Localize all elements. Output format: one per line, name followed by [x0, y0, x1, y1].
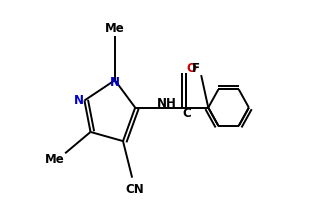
- Text: Me: Me: [105, 22, 125, 35]
- Text: NH: NH: [157, 97, 177, 109]
- Text: N: N: [110, 75, 120, 88]
- Text: N: N: [74, 94, 85, 106]
- Text: F: F: [192, 61, 200, 74]
- Text: CN: CN: [126, 182, 145, 195]
- Text: O: O: [186, 61, 196, 74]
- Text: Me: Me: [45, 152, 65, 165]
- Text: C: C: [182, 107, 191, 120]
